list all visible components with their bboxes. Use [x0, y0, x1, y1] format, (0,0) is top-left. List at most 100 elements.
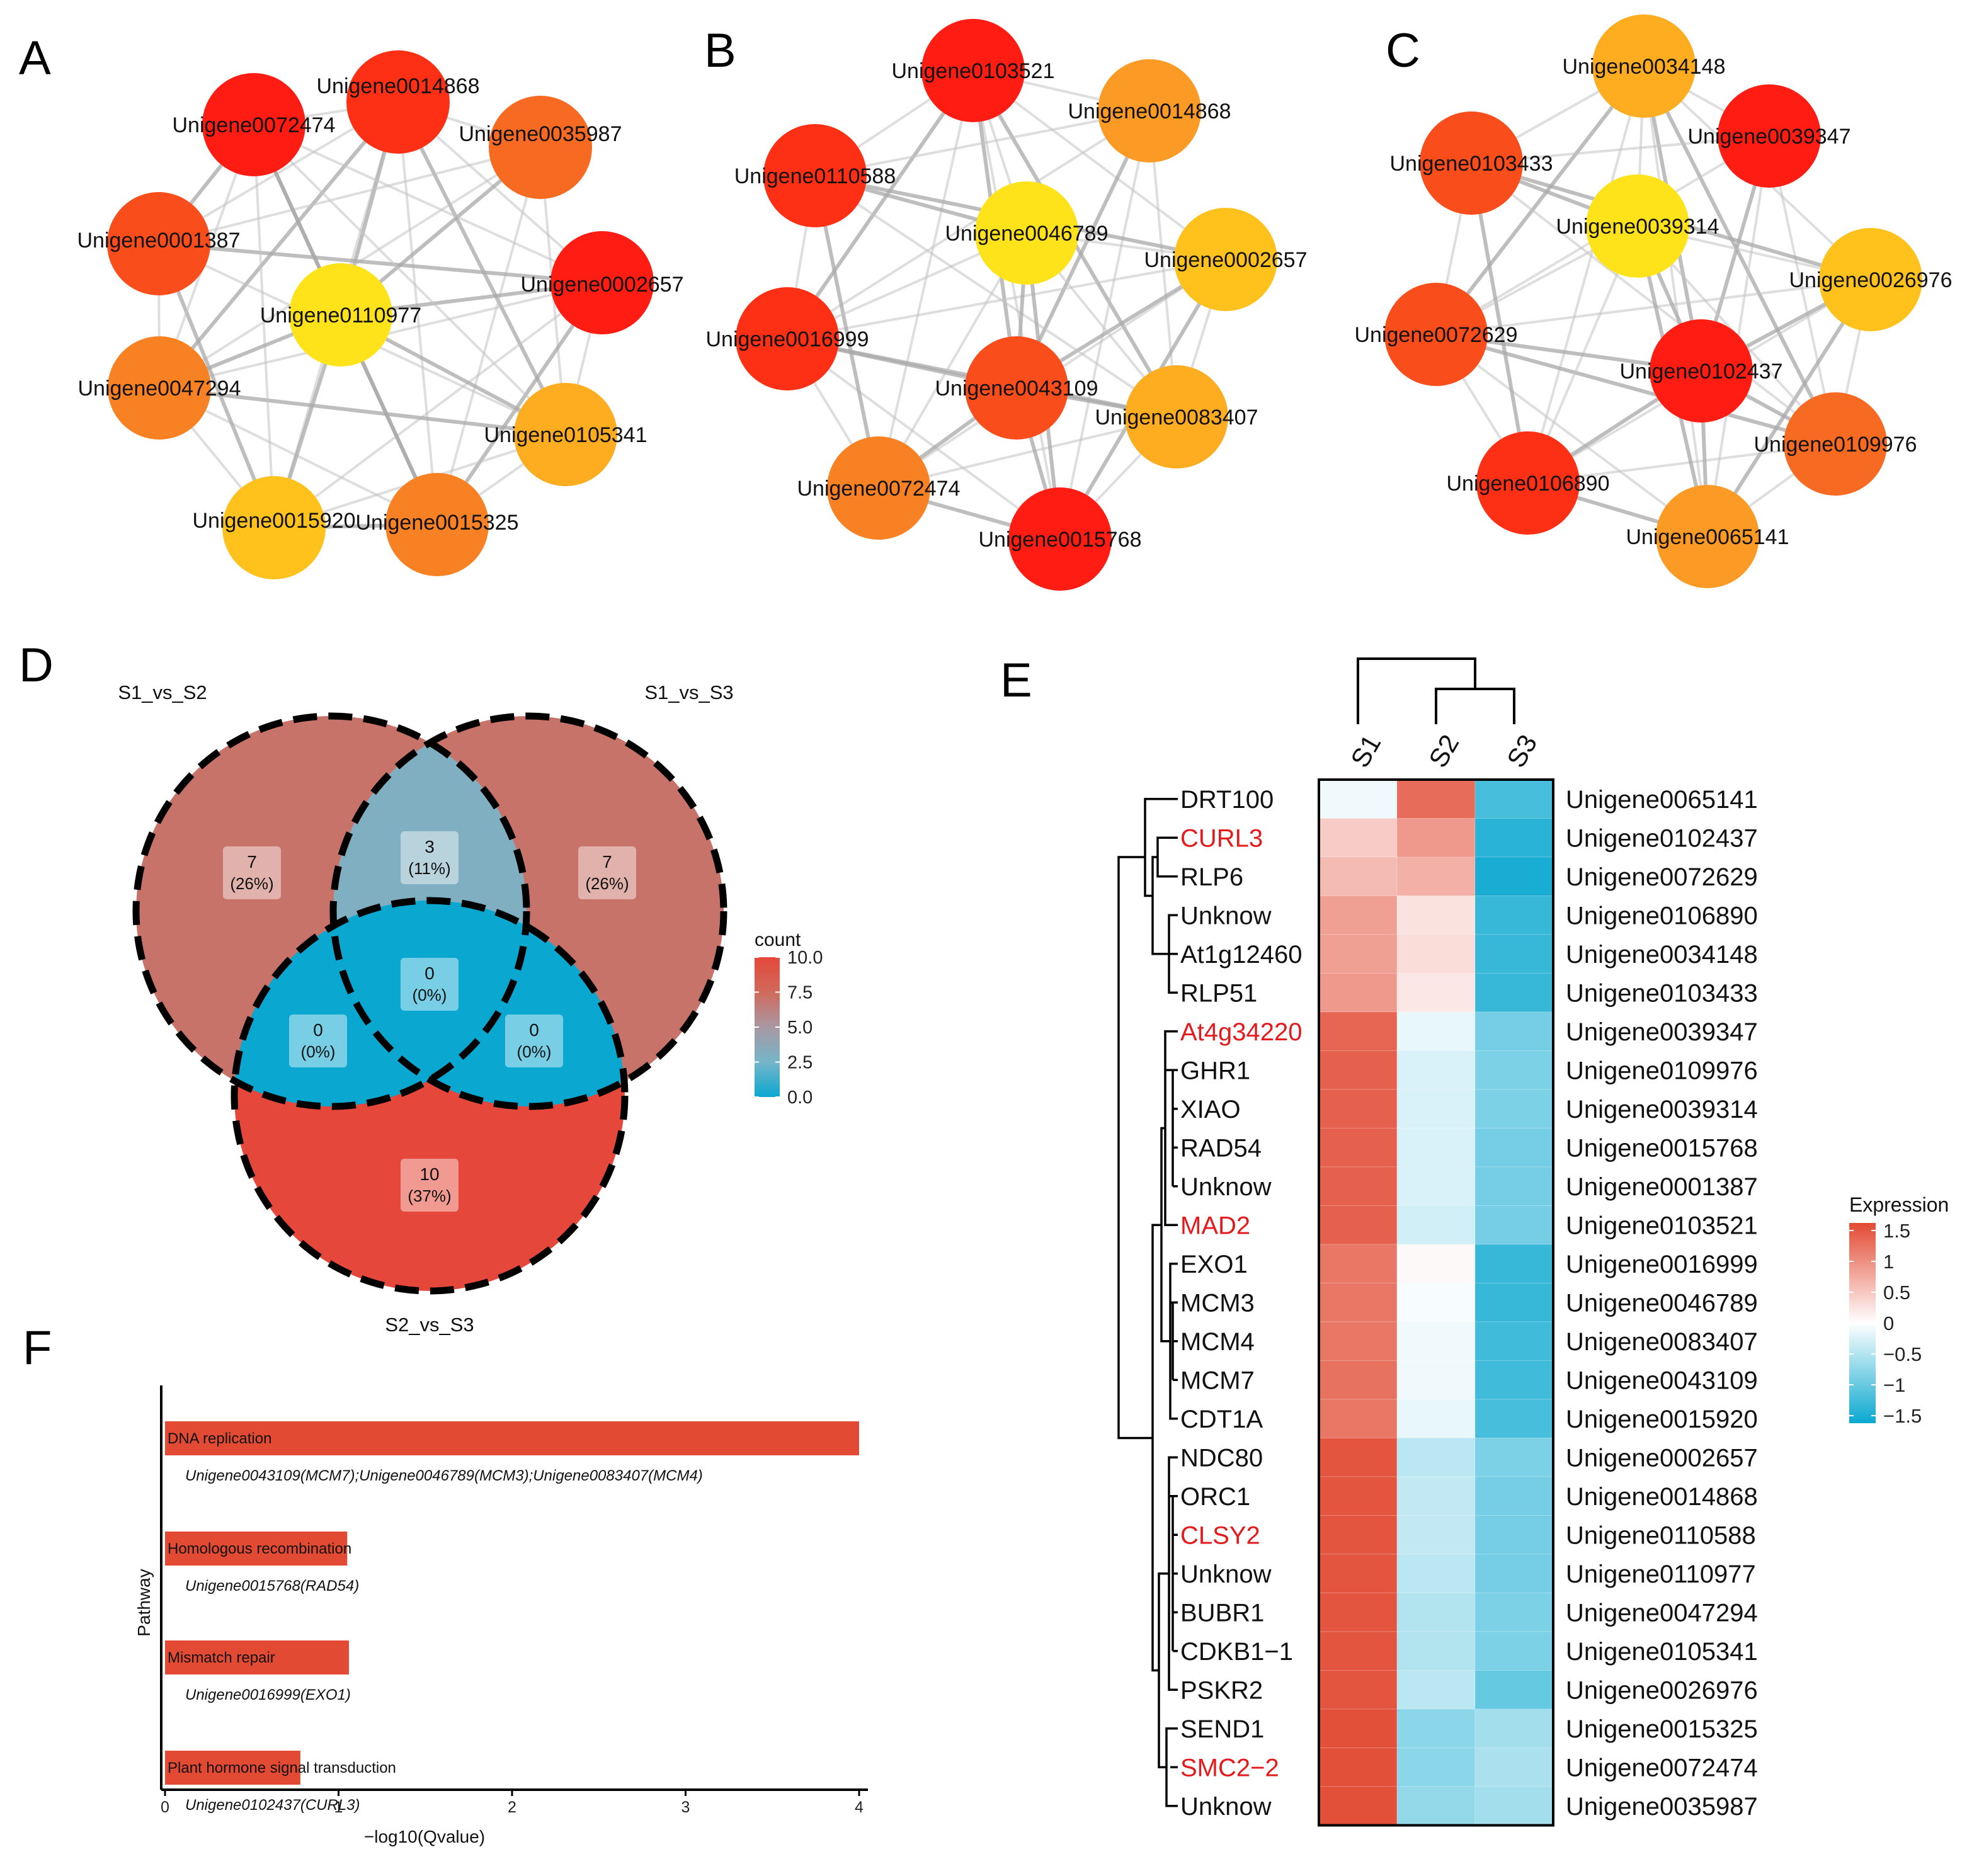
venn-circle-outline	[329, 712, 727, 1110]
network-edge	[813, 175, 881, 489]
heatmap-cell	[1474, 1438, 1554, 1477]
pathway-genes: Unigene0016999(EXO1)	[185, 1686, 351, 1703]
network-node	[827, 436, 930, 540]
heatmap-col-label: S2	[1423, 730, 1464, 773]
heatmap-row-id: Unigene0014868	[1566, 1483, 1758, 1511]
network-node-label: Unigene0035987	[459, 122, 622, 146]
pathway-bar	[165, 1640, 350, 1674]
heatmap-cell	[1396, 1089, 1476, 1128]
pathway-bar-label: Mismatch repair	[168, 1649, 275, 1666]
network-node-label: Unigene0065141	[1626, 525, 1789, 549]
network-node-label: Unigene0014868	[316, 74, 479, 98]
dendro-branch	[1156, 836, 1178, 878]
heatmap-cell	[1474, 1631, 1554, 1671]
venn-percent: (26%)	[585, 874, 629, 893]
heatmap-cell	[1474, 856, 1554, 896]
venn-percent: (0%)	[413, 986, 447, 1004]
network-node	[1819, 228, 1922, 331]
heatmap-cell	[1474, 1321, 1554, 1361]
venn-legend-tick: 5.0	[787, 1018, 812, 1038]
network-node	[107, 192, 210, 295]
row-dendrogram	[1117, 798, 1178, 1807]
network-node-label: Unigene0109976	[1753, 433, 1917, 457]
heatmap-row-gene: MCM7	[1180, 1367, 1255, 1394]
venn-label-box	[578, 846, 636, 899]
heat-legend-tick: −1	[1883, 1374, 1905, 1396]
x-tick-label: 4	[855, 1799, 864, 1816]
dendro-branch	[1144, 798, 1178, 897]
network-edge	[253, 124, 275, 528]
network-node-label: Unigene0026976	[1789, 268, 1952, 292]
heatmap-row-gene: Unknow	[1180, 1173, 1272, 1201]
heatmap-row-gene: BUBR1	[1180, 1599, 1264, 1627]
network-edge	[158, 242, 603, 285]
venn-count: 0	[425, 964, 435, 983]
heatmap-row-id: Unigene0043109	[1566, 1367, 1758, 1394]
x-tick-label: 3	[681, 1799, 690, 1816]
network-b: Unigene0103521 Unigene0014868 Unigene00026…	[705, 19, 1308, 591]
heatmap-row-gene: CDKB1−1	[1180, 1638, 1293, 1666]
pathway-bar-label: Plant hormone signal transduction	[168, 1759, 396, 1777]
venn-percent: (37%)	[408, 1186, 451, 1205]
heatmap-cell	[1474, 818, 1554, 858]
heat-legend-tick: 0	[1883, 1312, 1894, 1334]
venn-set-label: S2_vs_S3	[385, 1314, 474, 1336]
network-node	[550, 231, 654, 334]
network-node-label: Unigene0043109	[935, 377, 1098, 401]
x-tick-label: 2	[508, 1799, 516, 1816]
heatmap-cell	[1318, 1128, 1398, 1168]
heatmap-cell	[1318, 856, 1398, 896]
heatmap-cell	[1396, 1476, 1476, 1516]
heatmap-row-gene: MCM3	[1180, 1289, 1255, 1317]
heatmap-row-id: Unigene0001387	[1566, 1173, 1758, 1201]
network-edge	[1435, 333, 1836, 446]
heatmap-row-id: Unigene0016999	[1566, 1251, 1758, 1278]
network-node-label: Unigene0014868	[1068, 99, 1231, 123]
venn-label-box	[401, 831, 459, 884]
heatmap-row-gene: CURL3	[1180, 824, 1263, 852]
heatmap-cell	[1396, 1360, 1476, 1400]
network-node-label: Unigene0046789	[945, 222, 1108, 246]
venn-count: 3	[425, 837, 435, 856]
network-edge	[1527, 65, 1645, 484]
heatmap-cell	[1474, 973, 1554, 1013]
network-node	[108, 336, 211, 440]
heatmap-cell	[1396, 1050, 1476, 1090]
heatmap-cell	[1474, 1670, 1554, 1710]
heatmap-cell	[1396, 1515, 1476, 1555]
heatmap-cell	[1396, 1708, 1476, 1748]
heatmap-cell	[1396, 1438, 1476, 1477]
network-edge	[814, 174, 1178, 418]
network-edge	[972, 69, 1227, 261]
network-edge	[1435, 278, 1871, 336]
panel-label-f: F	[23, 1321, 52, 1375]
heatmap-cell	[1474, 1283, 1554, 1322]
heat-legend-title: Expression	[1849, 1193, 1949, 1216]
network-node-label: Unigene0105341	[484, 423, 647, 447]
network-node-label: Unigene0083407	[1095, 406, 1258, 429]
network-edge	[1469, 162, 1530, 484]
heatmap-cell	[1396, 895, 1476, 935]
network-node	[736, 287, 839, 390]
network-node	[489, 96, 592, 199]
network-node	[1784, 392, 1887, 496]
network-node-label: Unigene0015325	[355, 511, 518, 535]
x-axis-title: −log10(Qvalue)	[364, 1827, 485, 1846]
heatmap-row-gene: SMC2−2	[1180, 1754, 1279, 1782]
network-edge	[1768, 135, 1837, 445]
heatmap-row-id: Unigene0105341	[1566, 1638, 1758, 1666]
heatmap-col-label: S1	[1345, 730, 1386, 773]
heatmap-cell	[1318, 973, 1398, 1013]
heatmap-row-id: Unigene0046789	[1566, 1289, 1758, 1317]
network-node-label: Unigene0001387	[77, 229, 240, 253]
heatmap-row-id: Unigene0072474	[1566, 1754, 1758, 1782]
network-node	[222, 476, 326, 579]
heatmap-row-id: Unigene0035987	[1566, 1793, 1758, 1821]
heatmap-row-gene: XIAO	[1180, 1096, 1241, 1123]
heatmap-cell	[1396, 1631, 1476, 1671]
network-edge	[436, 147, 542, 525]
heatmap-row-id: Unigene0065141	[1566, 786, 1758, 814]
network-node	[1420, 111, 1523, 215]
heatmap-cell	[1474, 1748, 1554, 1787]
